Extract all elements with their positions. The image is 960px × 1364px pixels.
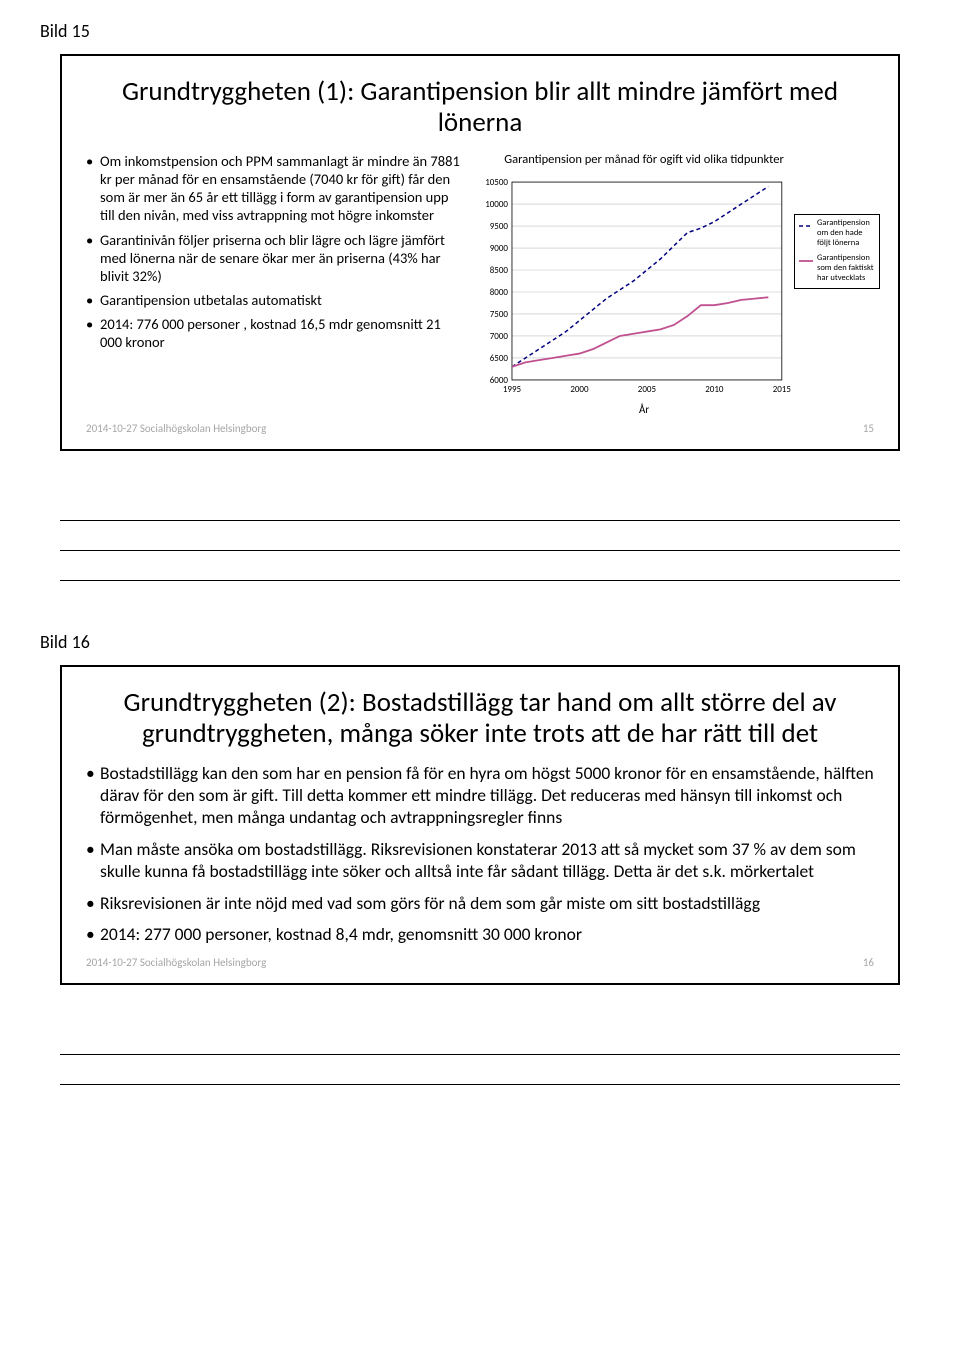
svg-text:10500: 10500: [485, 177, 508, 188]
slide-16: Grundtryggheten (2): Bostadstillägg tar …: [60, 665, 900, 985]
list-item: Garantinivån följer priserna och blir lä…: [86, 231, 464, 285]
svg-text:2010: 2010: [705, 384, 724, 395]
svg-text:7000: 7000: [490, 331, 509, 342]
svg-text:6500: 6500: [490, 353, 509, 364]
slide-16-title: Grundtryggheten (2): Bostadstillägg tar …: [86, 687, 874, 749]
slide-footer: 2014-10-27 Socialhögskolan Helsingborg 1…: [86, 956, 874, 969]
svg-text:2005: 2005: [638, 384, 657, 395]
legend-item: Garantipension om den hade följt lönerna: [799, 219, 875, 248]
note-lines-16: [60, 1025, 900, 1085]
legend-swatch-icon: [799, 257, 813, 265]
list-item: 2014: 776 000 personer , kostnad 16,5 md…: [86, 315, 464, 351]
legend-item: Garantipension som den faktiskt har utve…: [799, 254, 875, 283]
list-item: Garantipension utbetalas automatiskt: [86, 291, 464, 309]
note-line: [60, 521, 900, 551]
slide-15-bullets: Om inkomstpension och PPM sammanlagt är …: [86, 152, 464, 351]
svg-text:8500: 8500: [490, 265, 509, 276]
svg-text:7500: 7500: [490, 309, 509, 320]
svg-text:2000: 2000: [571, 384, 590, 395]
slide-footer: 2014-10-27 Socialhögskolan Helsingborg 1…: [86, 422, 874, 435]
legend-label: Garantipension som den faktiskt har utve…: [817, 254, 875, 283]
svg-text:9500: 9500: [490, 221, 509, 232]
note-line: [60, 551, 900, 581]
page-label-15: Bild 15: [40, 20, 920, 42]
slide-15-title: Grundtryggheten (1): Garantipension blir…: [86, 76, 874, 138]
legend-swatch-icon: [799, 222, 813, 230]
footer-left: 2014-10-27 Socialhögskolan Helsingborg: [86, 422, 266, 435]
page-label-16: Bild 16: [40, 631, 920, 653]
legend-label: Garantipension om den hade följt lönerna: [817, 219, 875, 248]
slide-16-bullets: Bostadstillägg kan den som har en pensio…: [86, 763, 874, 946]
footer-right: 15: [863, 422, 874, 435]
footer-right: 16: [863, 956, 874, 969]
list-item: Riksrevisionen är inte nöjd med vad som …: [86, 893, 874, 915]
slide-15: Grundtryggheten (1): Garantipension blir…: [60, 54, 900, 451]
footer-left: 2014-10-27 Socialhögskolan Helsingborg: [86, 956, 266, 969]
chart-legend: Garantipension om den hade följt lönerna…: [794, 214, 880, 289]
note-lines-15: [60, 491, 900, 581]
note-line: [60, 491, 900, 521]
svg-text:8000: 8000: [490, 287, 509, 298]
svg-text:1995: 1995: [503, 384, 522, 395]
chart-xlabel: År: [504, 403, 784, 416]
svg-text:2015: 2015: [773, 384, 792, 395]
note-line: [60, 1025, 900, 1055]
svg-text:10000: 10000: [485, 199, 508, 210]
note-line: [60, 1055, 900, 1085]
list-item: Man måste ansöka om bostadstillägg. Riks…: [86, 839, 874, 883]
chart-title: Garantipension per månad för ogift vid o…: [504, 152, 874, 167]
svg-text:9000: 9000: [490, 243, 509, 254]
list-item: 2014: 277 000 personer, kostnad 8,4 mdr,…: [86, 924, 874, 946]
list-item: Om inkomstpension och PPM sammanlagt är …: [86, 152, 464, 225]
list-item: Bostadstillägg kan den som har en pensio…: [86, 763, 874, 829]
